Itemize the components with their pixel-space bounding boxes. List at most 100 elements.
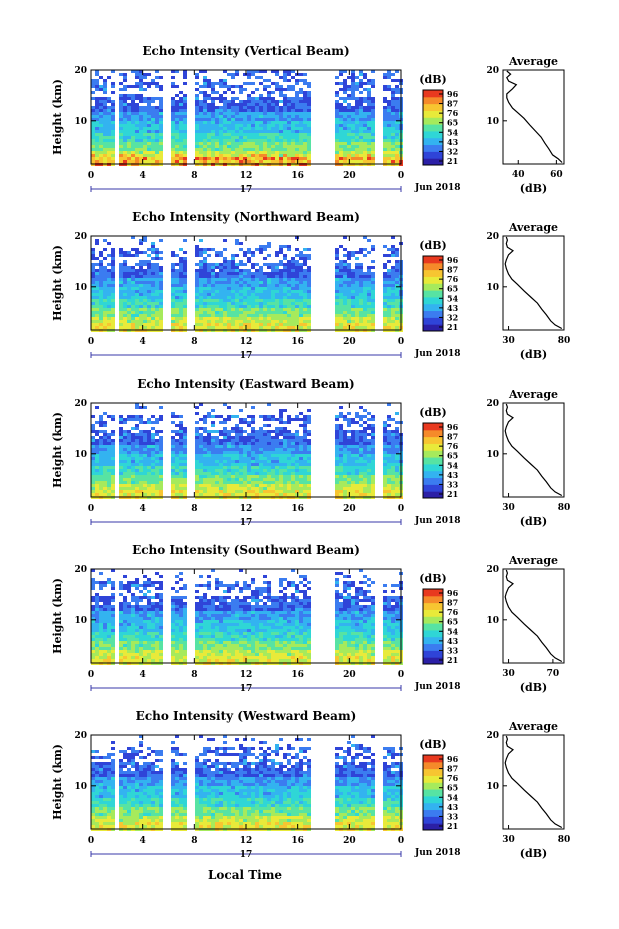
heatmap-cell [279,457,283,460]
heatmap-cell [351,484,355,487]
heatmap-cell [131,415,135,418]
heatmap-cell [131,466,135,469]
heatmap-cell [279,317,283,320]
heatmap-cell [171,484,175,487]
heatmap-cell [351,460,355,463]
heatmap-cell [271,281,275,284]
heatmap-cell [287,457,291,460]
heatmap-cell [215,275,219,278]
heatmap-cell [395,127,399,130]
heatmap-cell [335,326,339,329]
heatmap-cell [267,460,271,463]
heatmap-cell [91,85,95,88]
y-axis-label: Height (km) [51,245,64,321]
heatmap-cell [383,424,387,427]
heatmap-cell [363,287,367,290]
heatmap-cell [119,118,123,121]
heatmap-cell [239,296,243,299]
heatmap-cell [123,463,127,466]
heatmap-cell [383,317,387,320]
heatmap-cell [151,160,155,163]
heatmap-cell [239,454,243,457]
heatmap-cell [143,160,147,163]
heatmap-cell [247,278,251,281]
heatmap-cell [223,487,227,490]
heatmap-cell [267,314,271,317]
heatmap-cell [351,290,355,293]
heatmap-cell [283,76,287,79]
heatmap-cell [239,433,243,436]
heatmap-cell [283,257,287,260]
heatmap-cell [143,109,147,112]
heatmap-cell [255,448,259,451]
heatmap-cell [199,269,203,272]
heatmap-cell [347,421,351,424]
heatmap-cell [207,160,211,163]
heatmap-cell [151,326,155,329]
heatmap-cell [291,97,295,100]
heatmap-cell [271,448,275,451]
heatmap-cell [359,157,363,160]
heatmap-cell [371,472,375,475]
heatmap-cell [155,127,159,130]
heatmap-cell [231,136,235,139]
heatmap-cell [299,154,303,157]
heatmap-cell [283,124,287,127]
heatmap-cell [271,457,275,460]
heatmap-cell [347,121,351,124]
heatmap-cell [147,100,151,103]
heatmap-cell [171,160,175,163]
heatmap-cell [91,463,95,466]
heatmap-cell [371,326,375,329]
heatmap-cell [155,82,159,85]
heatmap-cell [123,278,127,281]
heatmap-cell [223,430,227,433]
heatmap-cell [143,133,147,136]
heatmap-cell [359,463,363,466]
heatmap-cell [355,115,359,118]
heatmap-cell [211,448,215,451]
heatmap-cell [367,433,371,436]
heatmap-cell [183,296,187,299]
heatmap-cell [147,160,151,163]
heatmap-cell [111,454,115,457]
heatmap-cell [175,254,179,257]
heatmap-cell [171,448,175,451]
heatmap-cell [151,320,155,323]
heatmap-cell [303,139,307,142]
heatmap-cell [99,296,103,299]
heatmap-cell [119,415,123,418]
heatmap-cell [199,148,203,151]
heatmap-cell [239,115,243,118]
heatmap-cell [155,284,159,287]
heatmap-cell [307,478,311,481]
heatmap-cell [383,266,387,269]
heatmap-cell [91,160,95,163]
heatmap-cell [271,311,275,314]
heatmap-cell [171,454,175,457]
heatmap-cell [279,281,283,284]
heatmap-cell [347,142,351,145]
heatmap-cell [155,296,159,299]
heatmap-cell [363,106,367,109]
heatmap-cell [271,263,275,266]
heatmap-cell [171,445,175,448]
heatmap-cell [383,287,387,290]
heatmap-cell [219,157,223,160]
heatmap-cell [123,433,127,436]
heatmap-cell [243,311,247,314]
heatmap-cell [359,311,363,314]
heatmap-cell [175,308,179,311]
heatmap-cell [275,478,279,481]
heatmap-cell [127,448,131,451]
heatmap-cell [199,70,203,73]
heatmap-cell [143,100,147,103]
heatmap-cell [235,127,239,130]
heatmap-cell [367,320,371,323]
heatmap-cell [135,281,139,284]
heatmap-cell [371,266,375,269]
heatmap-cell [215,415,219,418]
heatmap-cell [387,269,391,272]
heatmap-cell [155,109,159,112]
heatmap-cell [207,248,211,251]
